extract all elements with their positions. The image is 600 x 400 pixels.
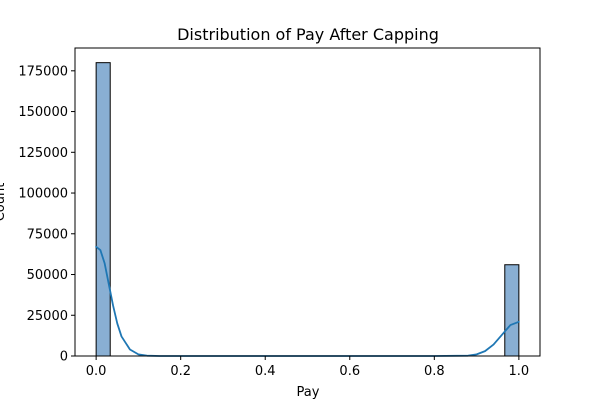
y-tick-label: 0 bbox=[60, 350, 68, 365]
x-tick-label: 1.0 bbox=[509, 364, 530, 379]
y-tick-label: 125000 bbox=[18, 146, 68, 161]
x-tick-label: 0.8 bbox=[424, 364, 445, 379]
x-tick-label: 0.6 bbox=[339, 364, 360, 379]
y-axis-ticks: 0 25000 50000 75000 100000 125000 150000 175000 bbox=[18, 64, 75, 365]
y-tick-label: 100000 bbox=[18, 187, 68, 202]
plot-frame bbox=[74, 47, 541, 357]
y-tick-label: 75000 bbox=[27, 227, 68, 242]
x-tick-label: 0.4 bbox=[255, 364, 276, 379]
y-tick-label: 25000 bbox=[27, 309, 68, 324]
histogram-bar bbox=[95, 62, 111, 357]
chart-title: Distribution of Pay After Capping bbox=[177, 25, 439, 44]
y-axis-label: Count bbox=[0, 183, 8, 222]
x-tick-label: 0.0 bbox=[86, 364, 107, 379]
y-tick-label: 150000 bbox=[18, 105, 68, 120]
y-tick-label: 50000 bbox=[27, 268, 68, 283]
x-axis-ticks: 0.0 0.2 0.4 0.6 0.8 1.0 bbox=[86, 356, 529, 379]
x-tick-label: 0.2 bbox=[170, 364, 191, 379]
y-tick-label: 175000 bbox=[18, 64, 68, 79]
histogram-bar bbox=[504, 264, 520, 357]
x-axis-label: Pay bbox=[297, 385, 320, 400]
histogram-bars bbox=[95, 62, 520, 357]
